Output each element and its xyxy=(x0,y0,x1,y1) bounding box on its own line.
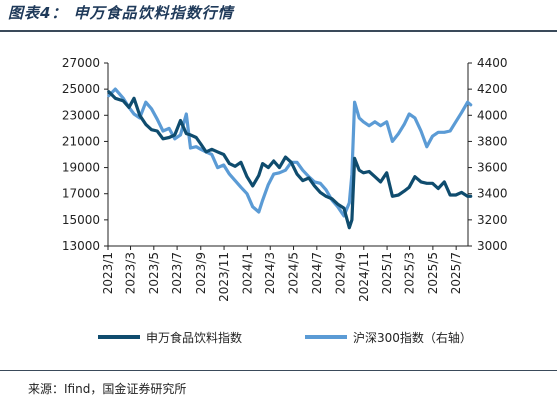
x-tick-label: 2024/3 xyxy=(263,252,277,294)
right-y-tick-label: 3000 xyxy=(477,239,508,253)
x-tick-label: 2023/5 xyxy=(147,252,161,294)
x-tick-label: 2023/1 xyxy=(101,252,115,294)
right-y-tick-label: 3200 xyxy=(477,213,508,227)
right-y-tick-label: 4000 xyxy=(477,108,508,122)
x-tick-label: 2025/3 xyxy=(403,252,417,294)
x-tick-label: 2023/3 xyxy=(124,252,138,294)
x-tick-label: 2023/11 xyxy=(217,252,231,302)
axes: 13000 15000 17000 19000 21000 23000 25000 27000… xyxy=(62,56,508,302)
legend-item-shenwan-label: 申万食品饮料指数 xyxy=(146,330,242,345)
series-line-csi300 xyxy=(107,87,473,218)
right-y-tick-label: 3800 xyxy=(477,134,508,148)
right-y-tick-label: 4200 xyxy=(477,82,508,96)
x-tick-label: 2024/5 xyxy=(287,252,301,294)
right-y-tick-label: 3400 xyxy=(477,187,508,201)
x-tick-label: 2025/1 xyxy=(380,252,394,294)
right-y-tick-label: 4400 xyxy=(477,56,508,70)
series-line-shenwan-food-beverage xyxy=(107,90,473,230)
left-y-tick-label: 23000 xyxy=(62,108,100,122)
source-note: 来源：Ifind，国金证券研究所 xyxy=(28,382,187,396)
left-y-tick-label: 27000 xyxy=(62,56,100,70)
x-tick-label: 2024/7 xyxy=(310,252,324,294)
title-rule xyxy=(0,30,557,32)
left-y-tick-label: 25000 xyxy=(62,82,100,96)
left-y-tick-label: 13000 xyxy=(62,239,100,253)
x-tick-label: 2025/7 xyxy=(449,252,463,294)
legend-item-csi300-label: 沪深300指数（右轴） xyxy=(353,330,472,345)
figure-title: 图表4： 申万食品饮料指数行情 xyxy=(8,4,234,22)
legend: 申万食品饮料指数 沪深300指数（右轴） xyxy=(98,330,472,345)
x-tick-label: 2023/9 xyxy=(194,252,208,294)
x-tick-label: 2024/1 xyxy=(240,252,254,294)
x-tick-label: 2023/7 xyxy=(170,252,184,294)
left-y-tick-label: 15000 xyxy=(62,213,100,227)
left-y-tick-label: 21000 xyxy=(62,134,100,148)
x-tick-label: 2024/11 xyxy=(357,252,371,302)
right-y-tick-label: 3600 xyxy=(477,161,508,175)
left-y-tick-label: 17000 xyxy=(62,187,100,201)
series-lines xyxy=(107,87,473,230)
left-y-tick-label: 19000 xyxy=(62,161,100,175)
footer-rule xyxy=(0,370,557,371)
x-tick-label: 2025/5 xyxy=(426,252,440,294)
x-tick-label: 2024/9 xyxy=(333,252,347,294)
